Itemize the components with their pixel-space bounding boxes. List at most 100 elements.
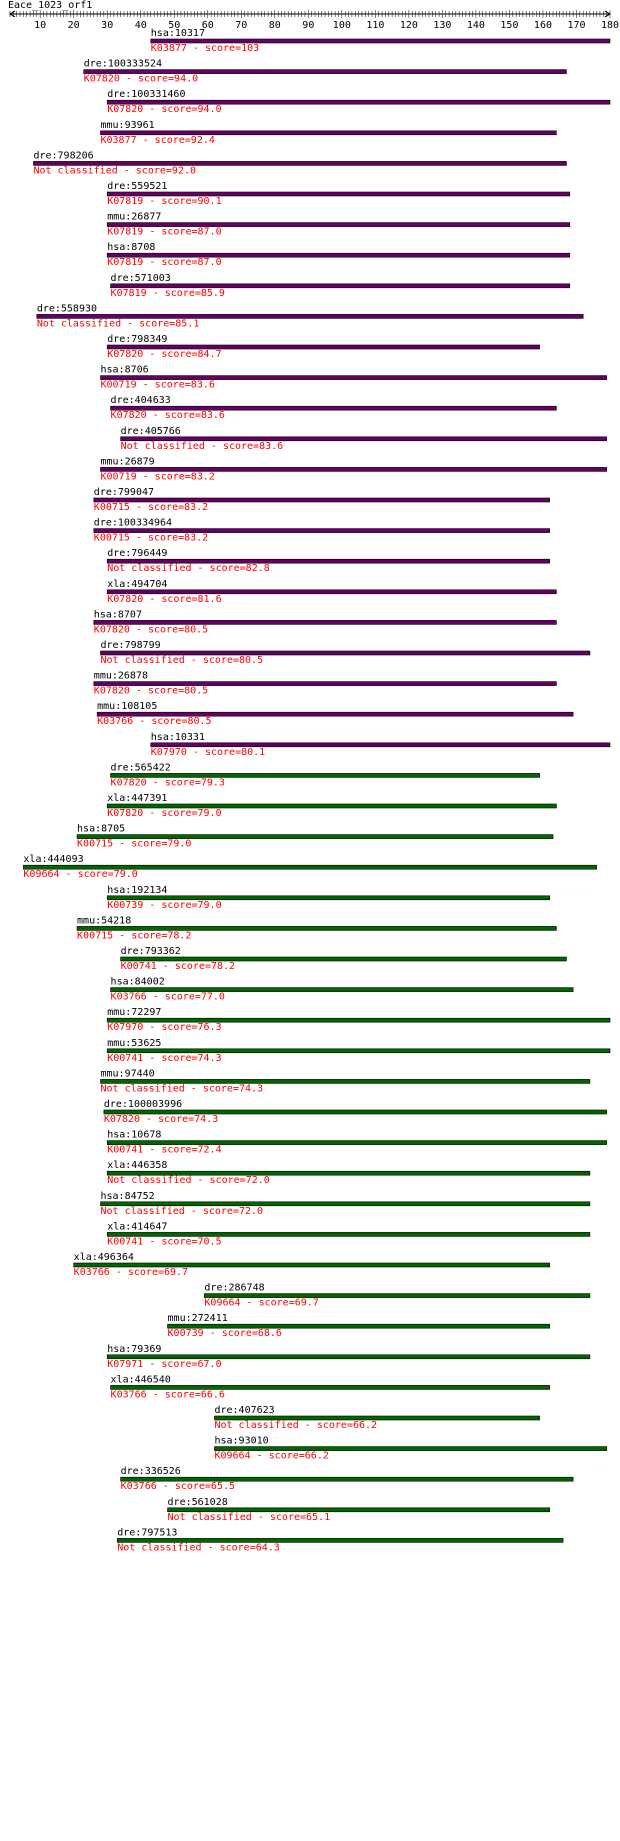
hit-bar[interactable] (106, 1140, 607, 1145)
hit-id-label[interactable]: dre:798349 (107, 334, 167, 345)
hit-bar[interactable] (150, 38, 611, 44)
hit-id-label[interactable]: dre:100333524 (84, 59, 162, 70)
hit-row[interactable]: dre:559521 K07819 - score=90.1 (106, 181, 571, 207)
hit-row[interactable]: hsa:84752 Not classified - score=72.0 (100, 1191, 591, 1217)
hit-bar[interactable] (106, 1232, 591, 1237)
hit-row[interactable]: mmu:72297 K07970 - score=76.3 (106, 1007, 611, 1033)
hit-bar[interactable] (93, 528, 550, 533)
hit-row[interactable]: hsa:93010 K09664 - score=66.2 (214, 1436, 607, 1462)
hit-bar[interactable] (106, 1170, 591, 1176)
hit-id-label[interactable]: dre:793362 (121, 946, 181, 957)
hit-row[interactable]: dre:100003996 K07820 - score=74.3 (103, 1099, 607, 1125)
hit-row[interactable]: dre:571003 K07819 - score=85.9 (110, 273, 571, 299)
hit-row[interactable]: hsa:8706 K00719 - score=83.6 (100, 365, 607, 391)
hit-id-label[interactable]: hsa:93010 (214, 1436, 268, 1447)
hit-id-label[interactable]: dre:571003 (111, 273, 171, 284)
hit-id-label[interactable]: xla:496364 (74, 1252, 134, 1263)
hit-row[interactable]: xla:414647 K00741 - score=70.5 (106, 1221, 591, 1247)
hit-row[interactable]: mmu:108105 K03766 - score=80.5 (96, 701, 574, 727)
hit-id-label[interactable]: mmu:26878 (94, 671, 148, 682)
hit-id-label[interactable]: dre:100331460 (107, 89, 185, 100)
hit-id-label[interactable]: mmu:272411 (168, 1313, 228, 1324)
hit-id-label[interactable]: dre:407623 (214, 1405, 274, 1416)
hit-id-label[interactable]: xla:446540 (111, 1374, 171, 1385)
hit-row[interactable]: hsa:10331 K07970 - score=80.1 (150, 732, 611, 758)
hit-row[interactable]: dre:407623 Not classified - score=66.2 (214, 1405, 540, 1431)
hit-bar[interactable] (76, 834, 554, 839)
hit-bar[interactable] (106, 803, 557, 809)
hit-row[interactable]: hsa:192134 K00739 - score=79.0 (106, 885, 550, 911)
hit-id-label[interactable]: dre:286748 (204, 1283, 264, 1294)
hit-bar[interactable] (103, 1109, 607, 1115)
hit-row[interactable]: dre:797513 Not classified - score=64.3 (116, 1527, 564, 1553)
hit-id-label[interactable]: dre:798799 (101, 640, 161, 651)
hit-row[interactable]: hsa:84002 K03766 - score=77.0 (110, 977, 574, 1003)
hit-id-label[interactable]: hsa:10317 (151, 28, 205, 39)
hit-id-label[interactable]: dre:799047 (94, 487, 154, 498)
hit-row[interactable]: hsa:10678 K00741 - score=72.4 (106, 1130, 607, 1156)
hit-bar[interactable] (93, 620, 557, 625)
hit-id-label[interactable]: mmu:53625 (107, 1038, 161, 1049)
hit-bar[interactable] (116, 1538, 564, 1543)
hit-row[interactable]: dre:100333524 K07820 - score=94.0 (83, 59, 567, 85)
hit-bar[interactable] (100, 650, 591, 656)
hit-bar[interactable] (100, 1079, 591, 1084)
hit-bar[interactable] (100, 130, 557, 136)
hit-id-label[interactable]: dre:798206 (33, 150, 93, 161)
hit-bar[interactable] (100, 467, 607, 472)
hit-id-label[interactable]: hsa:84752 (101, 1191, 155, 1202)
hit-row[interactable]: mmu:54218 K00715 - score=78.2 (76, 915, 557, 941)
hit-row[interactable]: hsa:10317 K03877 - score=103 (150, 28, 611, 54)
hit-row[interactable]: xla:446540 K03766 - score=66.6 (110, 1374, 550, 1400)
hit-bar[interactable] (106, 344, 540, 350)
hit-bar[interactable] (110, 1385, 550, 1390)
hit-id-label[interactable]: mmu:26877 (107, 212, 161, 223)
hit-row[interactable]: dre:100334964 K00715 - score=83.2 (93, 518, 550, 544)
hit-row[interactable]: dre:798349 K07820 - score=84.7 (106, 334, 540, 360)
hit-bar[interactable] (33, 161, 567, 166)
hit-bar[interactable] (120, 1476, 574, 1482)
hit-bar[interactable] (100, 375, 607, 380)
hit-id-label[interactable]: dre:336526 (121, 1466, 181, 1477)
hit-id-label[interactable]: dre:405766 (121, 426, 181, 437)
hit-id-label[interactable]: xla:494704 (107, 579, 167, 590)
hit-row[interactable]: dre:798799 Not classified - score=80.5 (100, 640, 591, 666)
hit-id-label[interactable]: hsa:84002 (111, 977, 165, 988)
hit-bar[interactable] (110, 773, 540, 778)
hit-id-label[interactable]: dre:404633 (111, 395, 171, 406)
hit-bar[interactable] (73, 1262, 550, 1268)
hit-id-label[interactable]: dre:100334964 (94, 518, 172, 529)
hit-id-label[interactable]: mmu:54218 (77, 915, 131, 926)
hit-bar[interactable] (106, 191, 571, 197)
hit-id-label[interactable]: hsa:8706 (101, 365, 149, 376)
hit-row[interactable]: hsa:8707 K07820 - score=80.5 (93, 609, 557, 635)
hit-row[interactable]: xla:446358 Not classified - score=72.0 (106, 1160, 591, 1186)
hit-row[interactable]: xla:447391 K07820 - score=79.0 (106, 793, 557, 819)
hit-bar[interactable] (106, 1354, 591, 1360)
hit-row[interactable]: xla:444093 K09664 - score=79.0 (23, 854, 597, 880)
hit-bar[interactable] (106, 895, 550, 901)
hit-row[interactable]: mmu:26879 K00719 - score=83.2 (100, 456, 607, 482)
hit-bar[interactable] (214, 1415, 540, 1421)
hit-id-label[interactable]: mmu:93961 (101, 120, 155, 131)
hit-bar[interactable] (110, 405, 557, 411)
hit-bar[interactable] (120, 436, 607, 442)
hit-row[interactable]: hsa:8705 K00715 - score=79.0 (76, 824, 554, 850)
hit-id-label[interactable]: mmu:72297 (107, 1007, 161, 1018)
hit-row[interactable]: hsa:79369 K07971 - score=67.0 (106, 1344, 591, 1370)
hit-bar[interactable] (83, 69, 567, 74)
hit-bar[interactable] (167, 1323, 550, 1329)
hit-id-label[interactable]: xla:446358 (107, 1160, 167, 1171)
hit-id-label[interactable]: xla:414647 (107, 1221, 167, 1232)
hit-row[interactable]: xla:494704 K07820 - score=81.6 (106, 579, 557, 605)
hit-id-label[interactable]: dre:100003996 (104, 1099, 182, 1110)
hit-row[interactable]: xla:496364 K03766 - score=69.7 (73, 1252, 550, 1278)
hit-id-label[interactable]: dre:797513 (117, 1527, 177, 1538)
hit-bar[interactable] (93, 497, 550, 503)
hit-row[interactable]: mmu:272411 K00739 - score=68.6 (167, 1313, 550, 1339)
hit-id-label[interactable]: dre:565422 (111, 762, 171, 773)
hit-bar[interactable] (167, 1507, 550, 1513)
hit-bar[interactable] (204, 1293, 591, 1298)
hit-row[interactable]: mmu:26878 K07820 - score=80.5 (93, 671, 557, 697)
hit-id-label[interactable]: mmu:108105 (97, 701, 157, 712)
